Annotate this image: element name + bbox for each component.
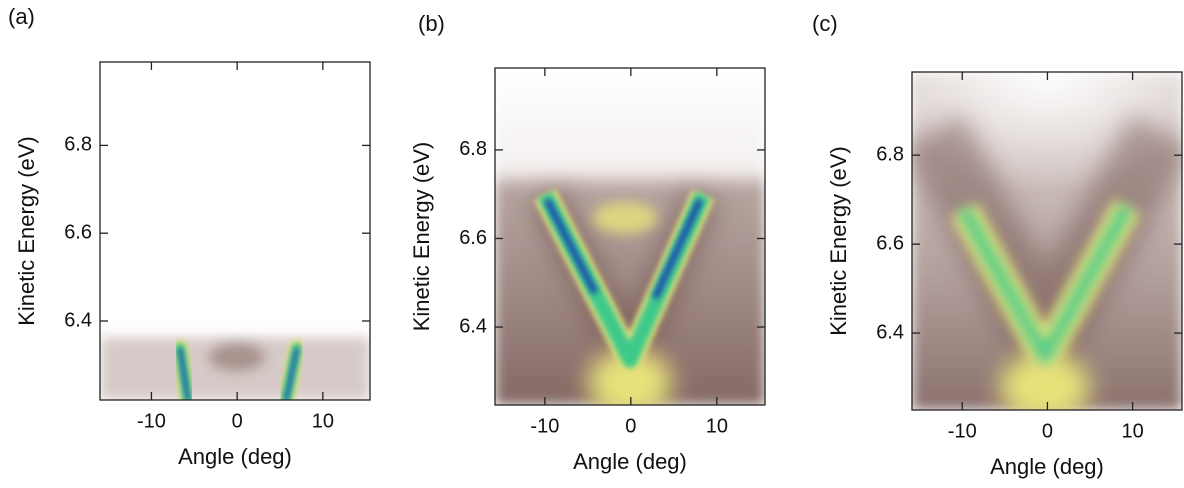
y-tick-label: 6.8: [876, 143, 904, 165]
x-axis-label: Angle (deg): [990, 454, 1104, 479]
x-axis-label: Angle (deg): [178, 444, 292, 469]
x-tick-label: -10: [137, 410, 166, 432]
y-tick-label: 6.4: [459, 315, 487, 337]
bottom-glow: [588, 348, 672, 405]
y-axis-label: Kinetic Energy (eV): [826, 146, 851, 336]
y-tick-label: 6.6: [459, 227, 487, 249]
y-tick-label: 6.6: [876, 232, 904, 254]
band-core: [178, 347, 190, 400]
x-tick-label: -10: [948, 420, 977, 442]
x-tick-label: 10: [706, 415, 728, 437]
panel: -10 0 10 6.4 6.6 6.8 Angle (deg) Kinetic Energy…: [812, 11, 1183, 479]
panel-label: (c): [812, 11, 838, 36]
y-tick-label: 6.8: [459, 138, 487, 160]
x-axis-label: Angle (deg): [573, 449, 687, 474]
center-glow: [209, 343, 265, 371]
intensity-map: [495, 68, 765, 405]
y-tick-label: 6.4: [64, 309, 92, 331]
x-tick-label: 0: [232, 410, 243, 432]
intensity-map: [912, 72, 1182, 410]
top-glow: [593, 202, 657, 234]
y-axis-label: Kinetic Energy (eV): [409, 142, 434, 332]
y-tick-label: 6.4: [876, 321, 904, 343]
x-tick-label: 10: [312, 410, 334, 432]
y-axis-label: Kinetic Energy (eV): [14, 136, 39, 326]
panel: -10 0 10 6.4 6.6 6.8 Angle (deg) Kinetic Energy…: [8, 4, 371, 469]
y-tick-label: 6.8: [64, 134, 92, 156]
band-core: [284, 347, 299, 400]
band-core: [651, 198, 704, 300]
intensity-map: [100, 337, 370, 400]
bottom-glow: [1000, 352, 1090, 410]
x-tick-label: 0: [1042, 420, 1053, 442]
panel-label: (a): [8, 4, 35, 29]
band: [957, 203, 1134, 364]
x-tick-label: 10: [1121, 420, 1143, 442]
panel: -10 0 10 6.4 6.6 6.8 Angle (deg) Kinetic Energy…: [409, 11, 766, 474]
plot-frame: [494, 67, 766, 406]
panel-label: (b): [418, 11, 445, 36]
band-core: [543, 198, 599, 295]
x-tick-label: 0: [625, 415, 636, 437]
plot-frame: [99, 61, 371, 401]
y-tick-label: 6.6: [64, 221, 92, 243]
x-tick-label: -10: [530, 415, 559, 437]
